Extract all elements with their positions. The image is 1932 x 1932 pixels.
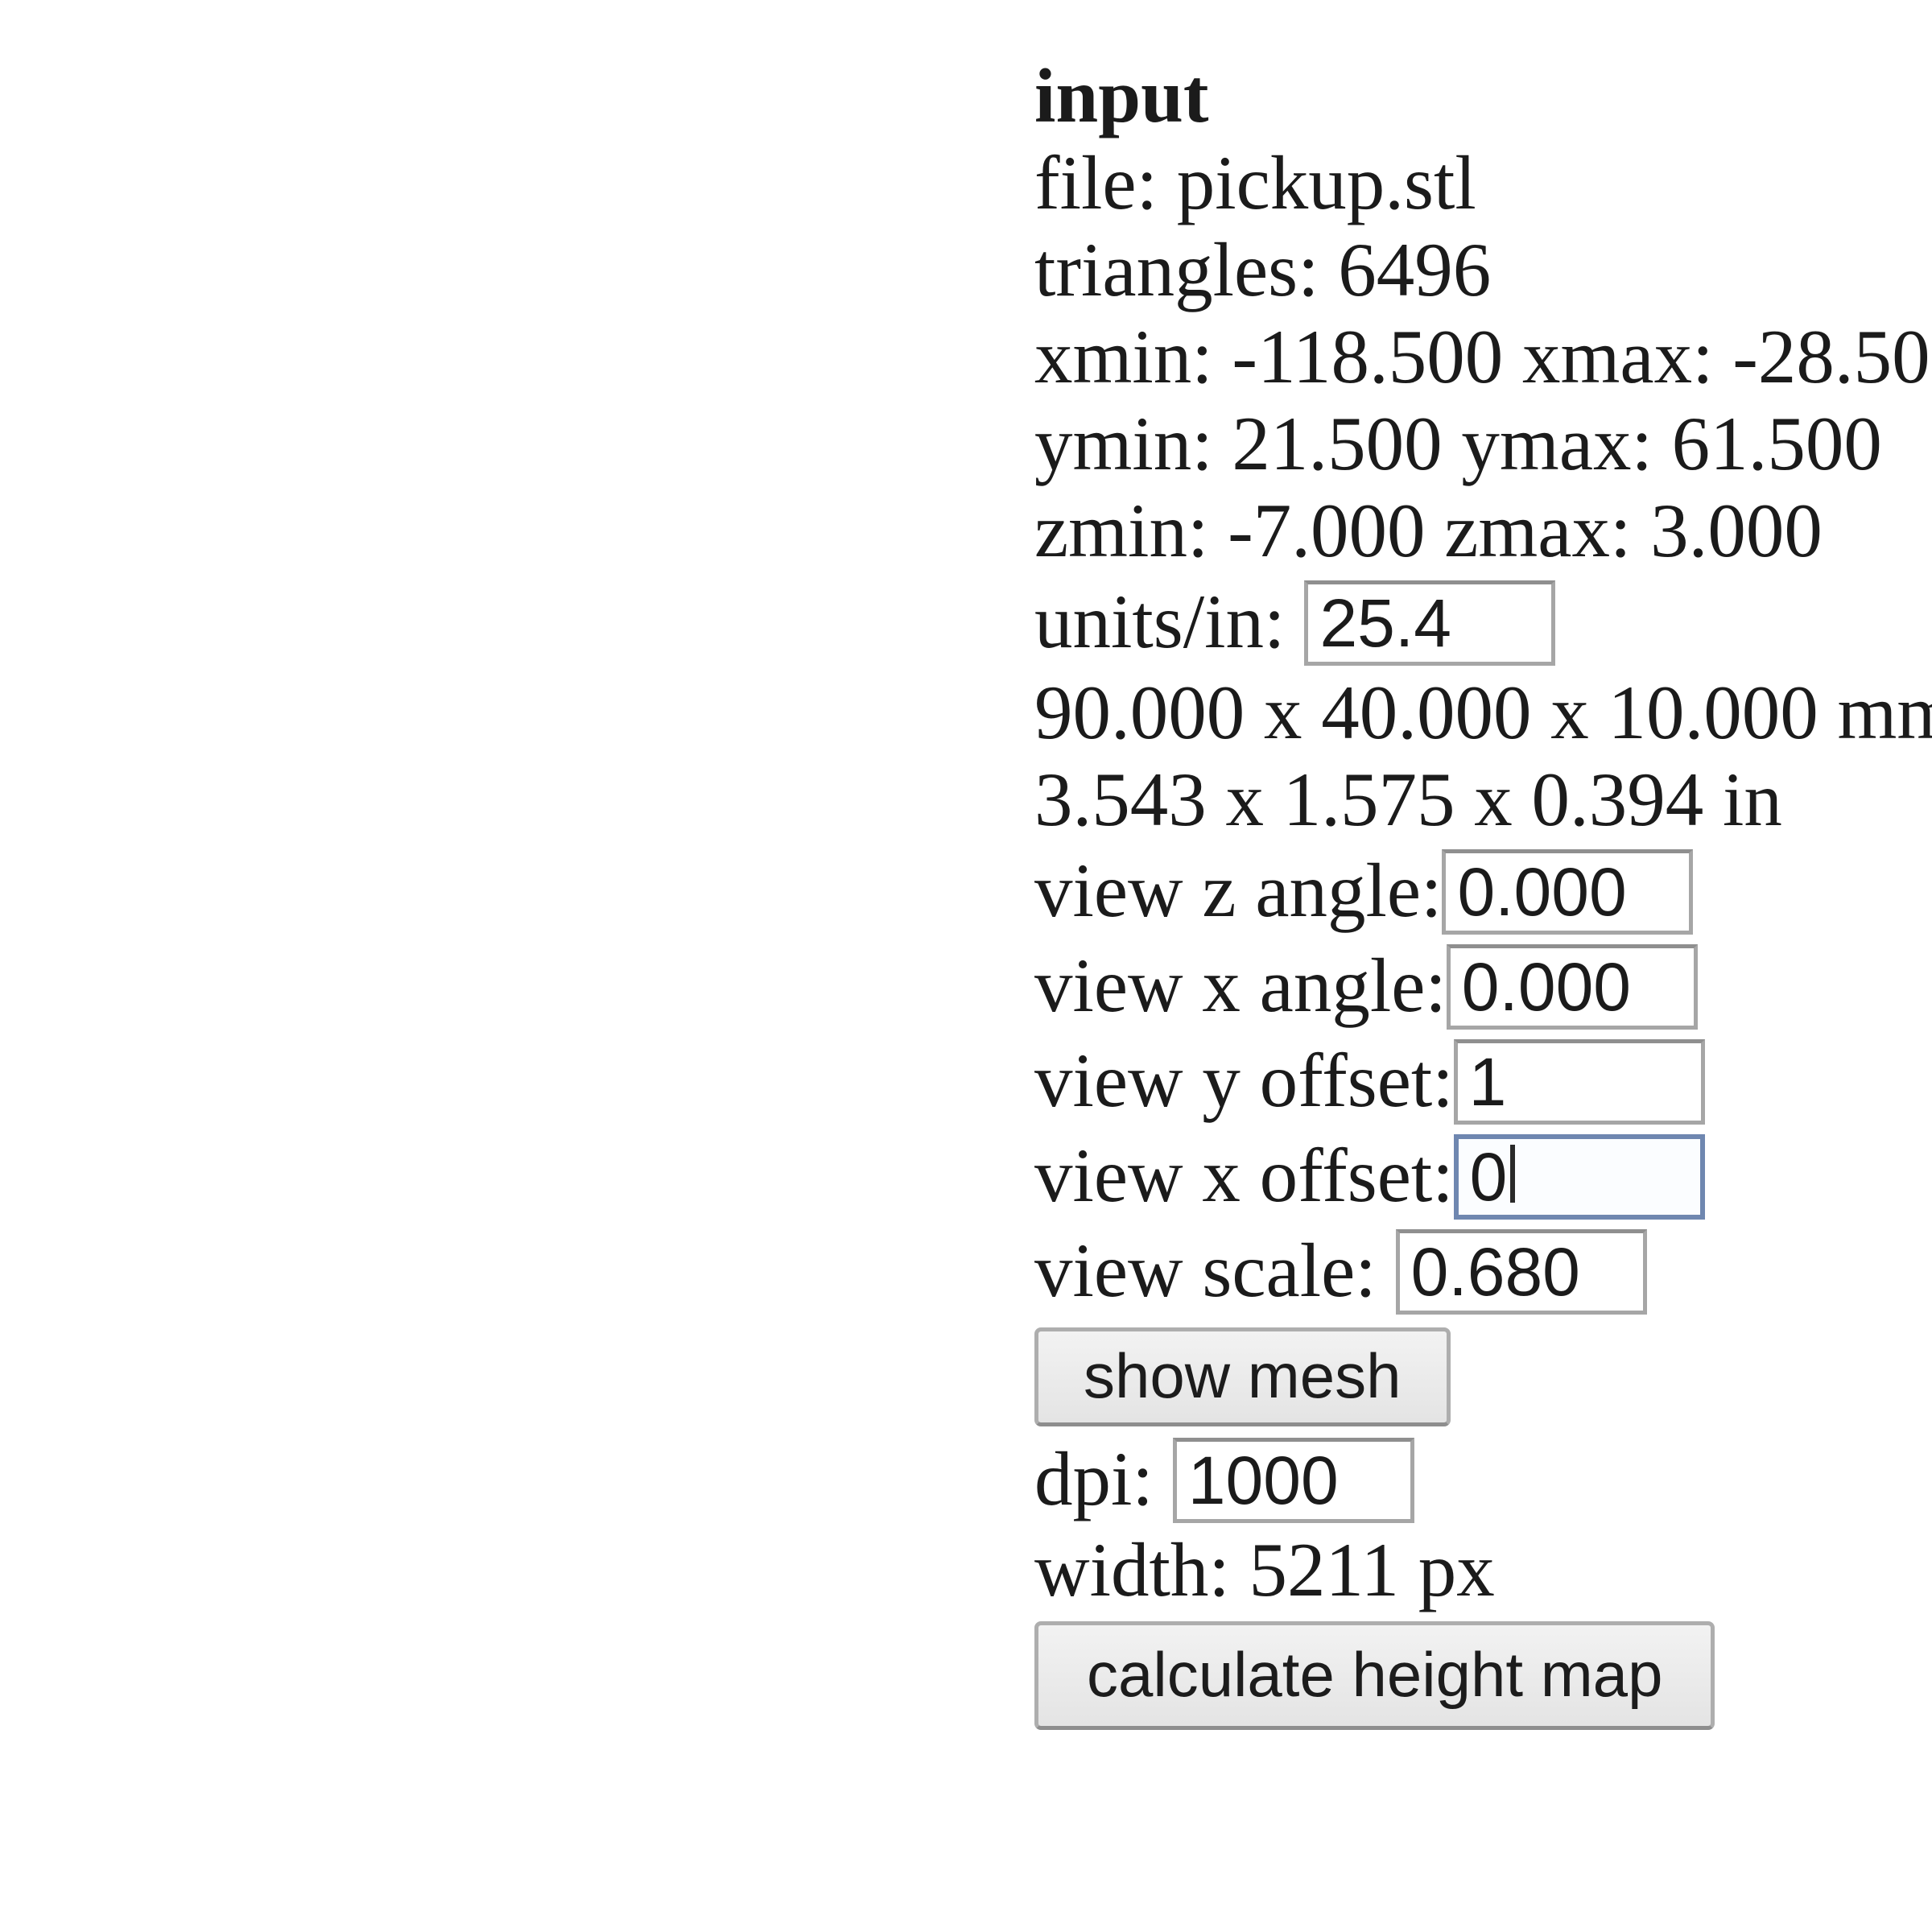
- dpi-input-wrap: [1172, 1435, 1414, 1524]
- y-bounds-info: ymin: 21.500 ymax: 61.500: [1034, 401, 1882, 486]
- input-panel: input file: pickup.stl triangles: 6496 x…: [1034, 52, 1932, 1730]
- size-mm-info: 90.000 x 40.000 x 10.000 mm: [1034, 670, 1932, 755]
- view-scale-label: view scale:: [1034, 1228, 1377, 1313]
- view-y-offset-label: view y offset:: [1034, 1038, 1454, 1123]
- view-scale-input[interactable]: [1395, 1229, 1647, 1315]
- view-x-offset-row: view x offset:: [1034, 1128, 1932, 1223]
- z-bounds-info: zmin: -7.000 zmax: 3.000: [1034, 488, 1823, 573]
- view-z-angle-label: view z angle:: [1034, 848, 1443, 933]
- units-per-inch-input[interactable]: [1304, 580, 1556, 667]
- dpi-label: dpi:: [1034, 1436, 1154, 1521]
- dpi-row: dpi:: [1034, 1431, 1932, 1526]
- view-x-offset-input-wrap: [1453, 1131, 1705, 1220]
- view-x-offset-input[interactable]: [1453, 1134, 1705, 1220]
- x-bounds-info: xmin: -118.500 xmax: -28.500: [1034, 314, 1932, 399]
- size-in-info: 3.543 x 1.575 x 0.394 in: [1034, 757, 1782, 842]
- view-y-offset-input[interactable]: [1453, 1039, 1705, 1125]
- view-scale-input-wrap: [1395, 1226, 1647, 1315]
- file-info: file: pickup.stl: [1034, 140, 1476, 225]
- text-caret: [1509, 1144, 1515, 1203]
- triangles-info: triangles: 6496: [1034, 227, 1492, 312]
- view-z-angle-row: view z angle:: [1034, 843, 1932, 938]
- units-per-inch-input-wrap: [1304, 577, 1556, 667]
- view-z-angle-input[interactable]: [1442, 849, 1694, 935]
- view-x-angle-label: view x angle:: [1034, 943, 1447, 1028]
- section-heading: input: [1034, 53, 1209, 138]
- view-x-angle-input[interactable]: [1446, 944, 1698, 1030]
- output-width-info: width: 5211 px: [1034, 1527, 1495, 1612]
- units-per-inch-label: units/in:: [1034, 579, 1286, 664]
- calculate-height-map-button[interactable]: calculate height map: [1034, 1621, 1715, 1730]
- view-x-angle-row: view x angle:: [1034, 938, 1932, 1033]
- view-scale-row: view scale:: [1034, 1223, 1932, 1318]
- dpi-input[interactable]: [1172, 1438, 1414, 1524]
- view-y-offset-row: view y offset:: [1034, 1033, 1932, 1128]
- view-y-offset-input-wrap: [1453, 1036, 1705, 1125]
- show-mesh-button[interactable]: show mesh: [1034, 1327, 1451, 1426]
- view-x-angle-input-wrap: [1446, 941, 1698, 1030]
- view-z-angle-input-wrap: [1442, 846, 1694, 935]
- units-per-inch-row: units/in:: [1034, 574, 1932, 669]
- view-x-offset-label: view x offset:: [1034, 1133, 1454, 1218]
